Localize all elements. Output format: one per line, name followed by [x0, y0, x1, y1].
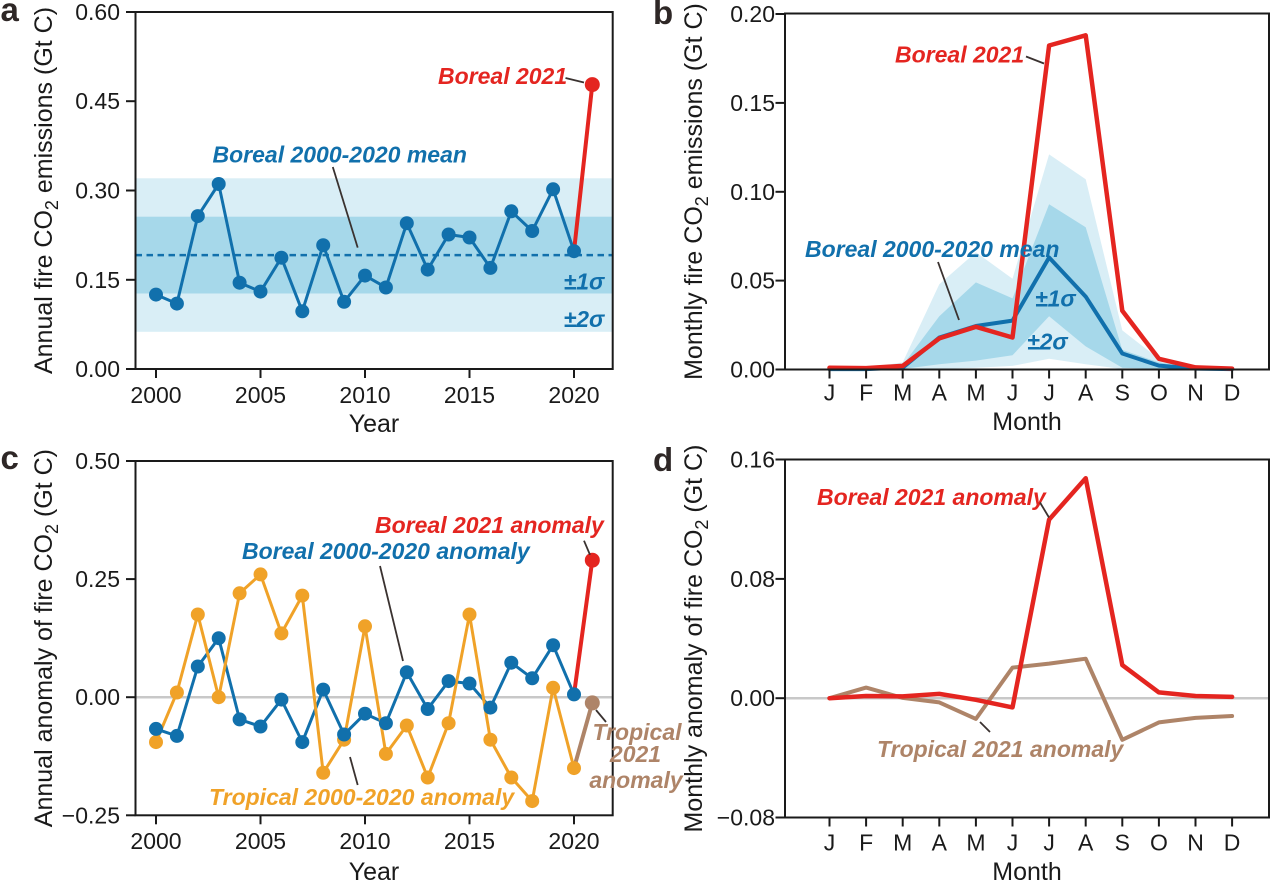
- svg-text:anomaly: anomaly: [589, 767, 684, 793]
- svg-text:0.10: 0.10: [730, 179, 775, 205]
- svg-text:0.20: 0.20: [730, 1, 775, 27]
- svg-text:2010: 2010: [339, 828, 390, 854]
- svg-text:0.60: 0.60: [75, 0, 120, 25]
- svg-text:Boreal 2021: Boreal 2021: [438, 63, 567, 89]
- svg-text:N: N: [1187, 380, 1204, 406]
- svg-text:2000: 2000: [130, 828, 181, 854]
- svg-text:D: D: [1224, 830, 1241, 856]
- svg-text:Tropical 2021 anomaly: Tropical 2021 anomaly: [877, 736, 1125, 762]
- svg-text:2005: 2005: [235, 828, 286, 854]
- svg-text:O: O: [1150, 830, 1168, 856]
- svg-text:Year: Year: [349, 858, 400, 881]
- svg-text:J: J: [824, 830, 836, 856]
- svg-text:Boreal 2000-2020 mean: Boreal 2000-2020 mean: [213, 142, 467, 168]
- svg-text:Boreal 2000-2020 anomaly: Boreal 2000-2020 anomaly: [242, 538, 531, 564]
- svg-text:2020: 2020: [548, 828, 599, 854]
- svg-text:0.50: 0.50: [75, 448, 120, 474]
- svg-text:c: c: [1, 439, 19, 476]
- svg-text:J: J: [824, 380, 836, 406]
- svg-text:Tropical: Tropical: [592, 719, 682, 745]
- svg-text:Boreal 2021: Boreal 2021: [895, 42, 1024, 68]
- svg-text:2015: 2015: [444, 382, 495, 408]
- svg-text:J: J: [1043, 830, 1055, 856]
- svg-text:Monthly fire CO2 emissions (Gt: Monthly fire CO2 emissions (Gt C): [680, 3, 712, 380]
- svg-text:S: S: [1115, 380, 1130, 406]
- svg-text:A: A: [1078, 380, 1094, 406]
- svg-text:±2σ: ±2σ: [1027, 329, 1068, 355]
- svg-text:Month: Month: [992, 858, 1061, 881]
- svg-text:O: O: [1150, 380, 1168, 406]
- svg-text:0.45: 0.45: [75, 88, 120, 114]
- svg-text:Annual fire CO2 emissions (Gt: Annual fire CO2 emissions (Gt C): [30, 7, 62, 374]
- svg-text:Monthly anomaly of fire CO2 (G: Monthly anomaly of fire CO2 (Gt C): [680, 445, 712, 833]
- svg-text:0.05: 0.05: [730, 268, 775, 294]
- svg-text:0.15: 0.15: [75, 267, 120, 293]
- svg-text:Annual anomaly of fire CO2 (Gt: Annual anomaly of fire CO2 (Gt C): [30, 449, 62, 827]
- svg-text:2010: 2010: [339, 382, 390, 408]
- svg-text:0.25: 0.25: [75, 566, 120, 592]
- svg-text:A: A: [932, 380, 948, 406]
- svg-text:S: S: [1115, 830, 1130, 856]
- svg-text:Boreal 2021 anomaly: Boreal 2021 anomaly: [817, 484, 1047, 510]
- svg-text:0.30: 0.30: [75, 178, 120, 204]
- svg-text:±1σ: ±1σ: [1035, 285, 1076, 311]
- svg-text:M: M: [966, 830, 985, 856]
- svg-text:b: b: [653, 0, 673, 31]
- svg-text:Year: Year: [349, 410, 400, 438]
- svg-text:A: A: [932, 830, 948, 856]
- svg-text:0.08: 0.08: [730, 566, 775, 592]
- svg-text:0.00: 0.00: [75, 356, 120, 382]
- svg-text:J: J: [1007, 380, 1019, 406]
- svg-text:−0.25: −0.25: [62, 802, 120, 828]
- svg-text:2015: 2015: [444, 828, 495, 854]
- svg-text:M: M: [893, 830, 912, 856]
- svg-text:d: d: [653, 441, 673, 478]
- svg-text:±1σ: ±1σ: [564, 268, 605, 294]
- svg-text:J: J: [1007, 830, 1019, 856]
- svg-text:Tropical 2000-2020 anomaly: Tropical 2000-2020 anomaly: [209, 784, 515, 810]
- svg-text:A: A: [1078, 830, 1094, 856]
- svg-text:Boreal 2000-2020 mean: Boreal 2000-2020 mean: [805, 236, 1059, 262]
- svg-text:0.15: 0.15: [730, 90, 775, 116]
- svg-text:2021: 2021: [609, 741, 661, 767]
- svg-text:0.00: 0.00: [75, 684, 120, 710]
- svg-text:Month: Month: [992, 408, 1061, 436]
- svg-text:±2σ: ±2σ: [564, 306, 605, 332]
- svg-text:D: D: [1224, 380, 1241, 406]
- svg-text:2020: 2020: [548, 382, 599, 408]
- svg-text:2000: 2000: [130, 382, 181, 408]
- svg-text:0.00: 0.00: [730, 357, 775, 383]
- svg-text:N: N: [1187, 830, 1204, 856]
- svg-text:M: M: [893, 380, 912, 406]
- svg-text:Boreal 2021 anomaly: Boreal 2021 anomaly: [375, 512, 605, 538]
- svg-text:0.16: 0.16: [730, 447, 775, 473]
- svg-text:2005: 2005: [235, 382, 286, 408]
- svg-text:−0.08: −0.08: [717, 805, 775, 831]
- svg-text:0.00: 0.00: [730, 685, 775, 711]
- svg-text:a: a: [1, 0, 20, 28]
- svg-text:M: M: [966, 380, 985, 406]
- svg-text:J: J: [1043, 380, 1055, 406]
- svg-text:F: F: [859, 380, 873, 406]
- svg-text:F: F: [859, 830, 873, 856]
